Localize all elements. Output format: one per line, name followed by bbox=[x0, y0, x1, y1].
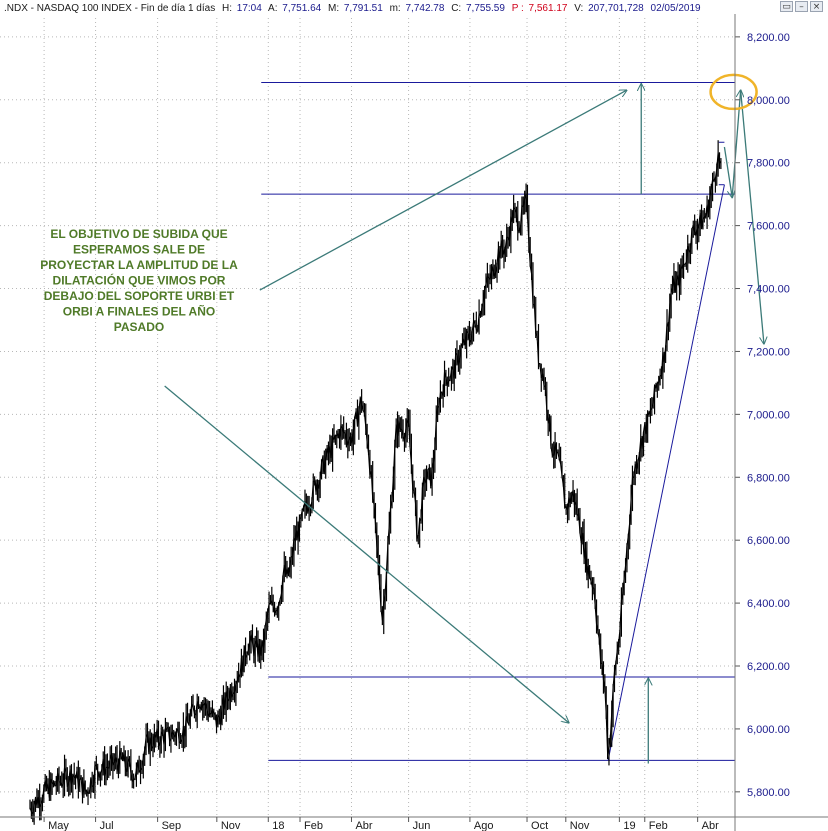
header-p-label: P : bbox=[512, 3, 524, 14]
annotation-line: ESPERAMOS SALE DE bbox=[73, 243, 205, 257]
header-h-label: H: bbox=[222, 3, 232, 14]
annotation-note: EL OBJETIVO DE SUBIDA QUE ESPERAMOS SALE … bbox=[40, 227, 238, 334]
header-symbol: .NDX - NASDAQ 100 INDEX - Fin de día 1 d… bbox=[4, 3, 215, 14]
x-tick-label: Oct bbox=[531, 820, 548, 831]
y-axis: 5,800.00 6,000.00 6,200.00 6,400.00 6,600.00… bbox=[734, 14, 790, 831]
annotation-line: DEBAJO DEL SOPORTE URBI ET bbox=[44, 289, 235, 303]
y-tick-label: 6,600.00 bbox=[747, 535, 790, 547]
trendline bbox=[607, 184, 725, 761]
pointer-arrow-lower bbox=[164, 385, 569, 723]
header-p-value: 7,561.17 bbox=[529, 3, 568, 14]
y-tick-label: 7,800.00 bbox=[747, 158, 790, 170]
x-tick-label: Jul bbox=[100, 820, 114, 831]
annotation-line: PASADO bbox=[114, 320, 164, 334]
x-tick-label: 18 bbox=[272, 820, 284, 831]
chart-overlays bbox=[164, 73, 764, 764]
chart-grid bbox=[0, 18, 735, 817]
header-c-value: 7,755.59 bbox=[466, 3, 505, 14]
annotation-line: EL OBJETIVO DE SUBIDA QUE bbox=[50, 227, 227, 241]
close-button[interactable]: × bbox=[810, 1, 823, 12]
header-c-label: C: bbox=[451, 3, 461, 14]
header-lo-value: 7,742.78 bbox=[405, 3, 444, 14]
x-axis: May Jul Sep Nov 18 Feb Abr Jun Ago Oct Nov 19 Feb Abr bbox=[0, 816, 828, 831]
y-tick-label: 7,000.00 bbox=[747, 409, 790, 421]
y-tick-label: 7,200.00 bbox=[747, 346, 790, 358]
chart-header: .NDX - NASDAQ 100 INDEX - Fin de día 1 d… bbox=[4, 3, 701, 14]
x-tick-label: Nov bbox=[570, 820, 590, 831]
header-a-value: 7,751.64 bbox=[282, 3, 321, 14]
header-date: 02/05/2019 bbox=[651, 3, 701, 14]
x-tick-label: Feb bbox=[304, 820, 323, 831]
annotation-line: PROYECTAR LA AMPLITUD DE LA bbox=[40, 258, 238, 272]
x-tick-label: 19 bbox=[623, 820, 635, 831]
x-tick-label: Sep bbox=[162, 820, 182, 831]
x-tick-label: Jun bbox=[413, 820, 431, 831]
header-m-value: 7,791.51 bbox=[344, 3, 383, 14]
projection-arrow-down bbox=[739, 90, 764, 343]
header-v-value: 207,701,728 bbox=[588, 3, 644, 14]
target-highlight-ellipse bbox=[709, 73, 758, 111]
y-tick-label: 8,200.00 bbox=[747, 32, 790, 44]
y-tick-label: 5,800.00 bbox=[747, 787, 790, 799]
restore-button[interactable]: ▭ bbox=[780, 1, 793, 12]
x-tick-label: Abr bbox=[702, 820, 719, 831]
y-tick-label: 6,000.00 bbox=[747, 724, 790, 736]
svg-text:.NDX - NASDAQ 100 INDEX - Fin: .NDX - NASDAQ 100 INDEX - Fin de día 1 d… bbox=[4, 3, 701, 14]
annotation-line: DILATACIÓN QUE VIMOS POR bbox=[53, 273, 226, 288]
y-tick-label: 6,400.00 bbox=[747, 598, 790, 610]
x-tick-label: Abr bbox=[355, 820, 372, 831]
projection-arrow-pullback bbox=[723, 146, 732, 197]
header-lo-label: m: bbox=[390, 3, 401, 14]
projection-arrow-up bbox=[731, 90, 740, 198]
x-tick-label: May bbox=[48, 820, 69, 831]
price-series bbox=[29, 140, 722, 825]
x-tick-label: Feb bbox=[649, 820, 668, 831]
y-tick-label: 6,800.00 bbox=[747, 472, 790, 484]
y-tick-label: 8,000.00 bbox=[747, 95, 790, 107]
y-tick-label: 7,400.00 bbox=[747, 284, 790, 296]
pointer-arrow-upper bbox=[259, 90, 627, 291]
header-m-label: M: bbox=[328, 3, 339, 14]
x-tick-label: Ago bbox=[474, 820, 494, 831]
y-tick-label: 6,200.00 bbox=[747, 661, 790, 673]
annotation-line: ORBI A FINALES DEL AÑO bbox=[63, 304, 215, 319]
y-tick-label: 7,600.00 bbox=[747, 221, 790, 233]
price-line bbox=[29, 152, 722, 816]
header-h-value: 17:04 bbox=[237, 3, 262, 14]
header-a-label: A: bbox=[268, 3, 277, 14]
minimize-button[interactable]: – bbox=[795, 1, 808, 12]
horizontal-levels bbox=[261, 81, 735, 761]
header-v-label: V: bbox=[574, 3, 583, 14]
x-tick-label: Nov bbox=[221, 820, 241, 831]
